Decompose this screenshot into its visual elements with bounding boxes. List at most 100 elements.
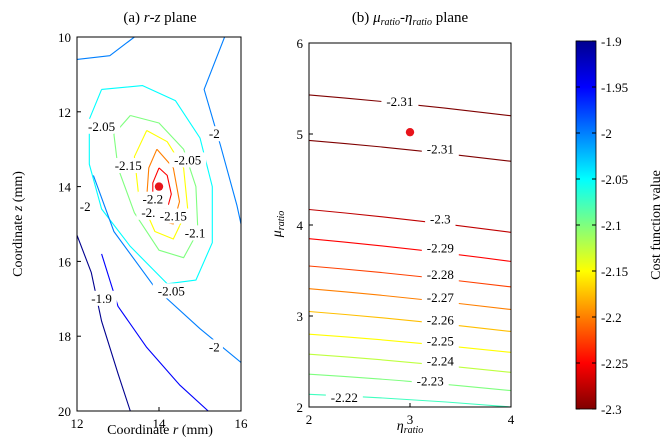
colorbar-tick-label: -2.1 [601,218,622,233]
contour-line [309,208,511,233]
contour-label-bg [154,208,192,224]
y-tick-label: 14 [58,180,72,195]
contour-label-bg [83,118,121,134]
contour-label: -2.1 [179,225,211,241]
contour-line [203,37,241,225]
contour-label-text: -2.31 [386,94,413,109]
contour-label: -2.15 [154,208,192,224]
contour-label: -2.05 [83,118,121,134]
panel-b-xlabel: ηratio [397,419,423,436]
contour-line [88,85,213,285]
y-tick-label: 18 [58,329,71,344]
contour-label-text: -2 [209,339,220,354]
contour-label-bg [381,94,419,110]
colorbar-ticks: -1.9 -1.95 -2 -2.05 -2.1 -2.15 -2.2 -2.25 -2.3 [576,34,628,417]
y-tick-label: 4 [297,218,304,233]
contour-label: -2.25 [421,333,459,349]
contour-line [309,238,511,262]
contour-label-bg [205,126,223,142]
y-tick-label: 2 [297,400,304,415]
contour-label-text: -2.3 [430,212,451,227]
y-tick-label: 12 [58,105,71,120]
colorbar-tick-label: -2.15 [601,264,628,279]
colorbar-label: Cost function value [649,170,664,280]
colorbar-tick-label: -2.2 [601,310,622,325]
contour-line [309,373,511,392]
colorbar-tick-label: -2 [601,126,612,141]
panel-a-title: (a) r-z plane [123,10,197,26]
colorbar-tick-label: -2.3 [601,402,622,417]
contour-label: -2.31 [381,94,419,110]
contour-label-bg [421,267,459,283]
contour-label-text: -2.27 [427,290,455,305]
contour-label: -2 [76,199,94,215]
contour-label: -2 [205,126,223,142]
contour-label: -2.3 [425,211,456,227]
panel-b-contours [309,94,511,407]
contour-label: -2.26 [421,312,459,328]
contour-label-bg [421,353,459,369]
contour-label: -2 [205,339,223,355]
contour-label: -2.05 [169,152,207,168]
contour-label-text: -2.15 [115,158,142,173]
x-tick-label: 12 [71,416,84,431]
contour-line [113,114,199,259]
y-tick-label: 3 [297,309,304,324]
contour-line [309,310,511,333]
contour-label-text: -2 [209,126,220,141]
contour-label: -2.28 [421,267,459,283]
contour-label-bg [421,141,459,157]
panel-a-ylabel: Coordinate z (mm) [11,171,26,277]
contour-label: -2.05 [152,283,190,299]
contour-line [309,333,511,353]
contour-line [309,265,511,288]
contour-label-bg [179,225,211,241]
x-tick-label: 4 [508,412,515,427]
contour-label-bg [76,199,94,215]
panel-a: (a) r-z plane -2.25-2.2-2.15-2.15-2.1-2.… [11,10,248,438]
contour-label-text: -2.05 [88,119,115,134]
panel-a-contours [77,37,241,411]
contour-label-bg [425,211,456,227]
contour-label-bg [86,290,117,306]
contour-label-text: -1.9 [91,291,112,306]
contour-label-text: -2.15 [160,209,187,224]
contour-label-bg [109,158,147,174]
contour-label-bg [152,283,190,299]
contour-line [309,353,511,373]
panel-a-xlabel: Coordinate r (mm) [107,423,213,438]
contour-line [77,235,131,411]
contour-label-bg [421,289,459,305]
contour-label-bg [421,333,459,349]
colorbar: -1.9 -1.95 -2 -2.05 -2.1 -2.15 -2.2 -2.25 -2.3 C… [575,34,664,417]
y-tick-label: 6 [297,36,304,51]
contour-label-text: -2.1 [185,225,206,240]
contour-label: -1.9 [86,290,117,306]
y-tick-label: 20 [58,404,71,419]
x-tick-label: 3 [407,412,414,427]
contour-label-text: -2.26 [427,313,455,328]
colorbar-tick-label: -2.05 [601,172,628,187]
contour-label: -2.23 [411,373,449,389]
colorbar-tick-label: -1.9 [601,34,622,49]
panel-b-contour-labels: -2.31 -2.31 -2.3 -2.29 -2.28 -2.27 -2.26 -2.25 -… [325,94,459,405]
contour-label: -2.15 [109,158,147,174]
panel-b-ticks: 2 3 4 2 3 4 5 6 [297,36,515,427]
contour-label-bg [169,152,207,168]
contour-label-bg [421,240,459,256]
contour-label-text: -2.24 [427,354,455,369]
contour-label-bg [411,373,449,389]
contour-label-text: -2.05 [174,152,201,167]
x-tick-label: 16 [235,416,249,431]
panel-b-ylabel: μratio [270,211,287,238]
panel-b-title: (b) μratio-ηratio plane [352,10,469,28]
contour-label-text: -2.05 [158,283,185,298]
y-tick-label: 16 [58,254,72,269]
contour-label: -2.22 [325,389,363,405]
contour-label: -2.24 [421,353,459,369]
contour-label-text: -2.29 [427,241,454,256]
contour-label-bg [325,389,363,405]
y-tick-label: 5 [297,127,304,142]
contour-label-text: -2.31 [427,141,454,156]
